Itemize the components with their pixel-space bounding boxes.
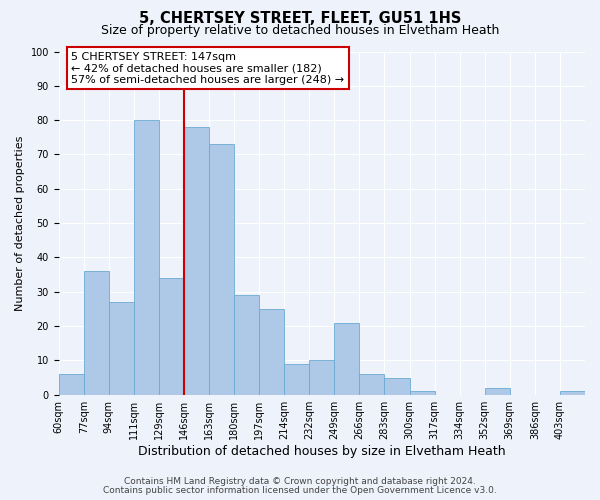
Bar xyxy=(385,378,410,394)
Bar xyxy=(560,392,585,394)
Bar xyxy=(284,364,309,394)
Bar xyxy=(184,127,209,394)
Text: Contains HM Land Registry data © Crown copyright and database right 2024.: Contains HM Land Registry data © Crown c… xyxy=(124,477,476,486)
Text: 5, CHERTSEY STREET, FLEET, GU51 1HS: 5, CHERTSEY STREET, FLEET, GU51 1HS xyxy=(139,11,461,26)
Bar xyxy=(334,322,359,394)
Text: Size of property relative to detached houses in Elvetham Heath: Size of property relative to detached ho… xyxy=(101,24,499,37)
Y-axis label: Number of detached properties: Number of detached properties xyxy=(15,136,25,311)
Bar xyxy=(134,120,159,394)
Bar xyxy=(485,388,510,394)
Bar xyxy=(109,302,134,394)
Bar xyxy=(410,392,434,394)
X-axis label: Distribution of detached houses by size in Elvetham Heath: Distribution of detached houses by size … xyxy=(138,444,506,458)
Bar xyxy=(259,309,284,394)
Text: 5 CHERTSEY STREET: 147sqm
← 42% of detached houses are smaller (182)
57% of semi: 5 CHERTSEY STREET: 147sqm ← 42% of detac… xyxy=(71,52,344,84)
Bar xyxy=(359,374,385,394)
Bar xyxy=(309,360,334,394)
Bar xyxy=(234,295,259,394)
Bar xyxy=(59,374,84,394)
Bar xyxy=(159,278,184,394)
Bar xyxy=(84,271,109,394)
Text: Contains public sector information licensed under the Open Government Licence v3: Contains public sector information licen… xyxy=(103,486,497,495)
Bar xyxy=(209,144,234,395)
